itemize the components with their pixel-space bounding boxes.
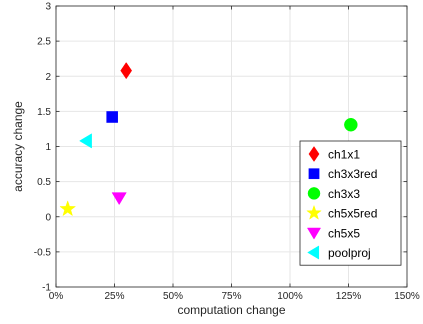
data-point-ch5x5 (111, 192, 127, 206)
x-tick-label: 100% (277, 291, 303, 302)
y-tick-label: 2.5 (37, 37, 51, 48)
legend-label-ch5x5: ch5x5 (328, 226, 360, 240)
legend-marker-ch3x3 (307, 187, 321, 200)
data-point-ch1x1 (120, 62, 133, 80)
x-tick-label: 25% (104, 291, 124, 302)
x-tick-label: 125% (336, 291, 362, 302)
data-point-ch5x5red (59, 200, 77, 217)
x-axis-title: computation change (177, 303, 285, 317)
x-tick-label: 75% (221, 291, 241, 302)
y-tick-label: 2 (45, 72, 51, 83)
y-axis-title: accuracy change (11, 101, 25, 192)
data-point-ch3x3red (106, 111, 118, 123)
data-point-ch3x3 (344, 117, 358, 132)
legend-marker-ch3x3red (308, 168, 320, 180)
y-tick-label: 0 (45, 212, 51, 223)
legend-label-ch1x1: ch1x1 (328, 148, 360, 162)
y-tick-label: 3 (45, 2, 51, 13)
y-tick-label: 0.5 (37, 177, 51, 188)
y-tick-label: 1 (45, 142, 51, 153)
legend-label-ch3x3: ch3x3 (328, 187, 360, 201)
legend-marker-ch5x5red (306, 204, 322, 220)
x-tick-label: 150% (394, 291, 420, 302)
data-point-poolproj (79, 133, 92, 149)
legend-label-poolproj: poolproj (328, 246, 371, 260)
x-tick-label: 50% (163, 291, 183, 302)
legend: ch1x1 ch3x3red ch3x3 ch5x5red ch5x5 poolproj (299, 140, 402, 266)
marker-layer (59, 62, 358, 217)
legend-label-ch3x3red: ch3x3red (328, 167, 377, 181)
legend-marker-ch5x5 (306, 227, 322, 240)
legend-marker-ch1x1 (308, 146, 320, 162)
legend-box (299, 140, 402, 266)
y-tick-label: 1.5 (37, 107, 51, 118)
legend-marker-poolproj (307, 245, 320, 260)
tick-layer: 0% 25% 50% 75% 100% 125% 150% -1 -0.5 0 0.5 1 1.5 2 2.… (34, 2, 420, 303)
y-tick-label: -1 (42, 283, 51, 294)
x-tick-label: 0% (49, 291, 64, 302)
y-tick-label: -0.5 (34, 247, 52, 258)
legend-label-ch5x5red: ch5x5red (328, 207, 377, 221)
